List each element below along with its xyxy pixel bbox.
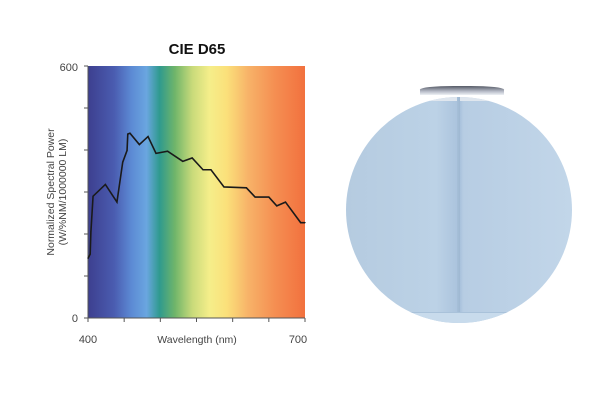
spd-point xyxy=(87,257,89,259)
spd-point xyxy=(89,253,91,255)
chart-title: CIE D65 xyxy=(169,41,226,58)
spd-point xyxy=(122,161,124,163)
spd-point xyxy=(116,201,118,203)
y-axis-label-units: (W/%NM/1000000 LM) xyxy=(57,139,69,246)
room-wall-corner xyxy=(457,97,460,323)
spd-point xyxy=(90,231,92,233)
spd-point xyxy=(276,205,278,207)
spd-point xyxy=(182,160,184,162)
spd-point xyxy=(104,183,106,186)
spd-point xyxy=(202,169,204,171)
y-tick-label-0: 0 xyxy=(72,313,78,325)
x-tick-label-700: 700 xyxy=(289,334,307,346)
spd-point xyxy=(155,152,157,154)
spd-point xyxy=(304,222,306,224)
spd-point xyxy=(92,195,94,197)
x-tick-label-400: 400 xyxy=(79,334,97,346)
spd-point xyxy=(223,186,225,188)
spd-point xyxy=(126,149,128,152)
ceiling-light-fixture xyxy=(420,86,504,95)
spd-point xyxy=(166,150,169,152)
spd-point xyxy=(268,196,270,198)
spd-point xyxy=(138,143,140,146)
spd-point xyxy=(245,187,248,189)
y-axis-label: Normalized Spectral Power xyxy=(45,128,57,256)
spd-point xyxy=(127,133,129,135)
spd-point xyxy=(284,201,287,203)
spd-point xyxy=(210,169,212,171)
spd-point xyxy=(300,222,302,224)
spectrum-background xyxy=(88,66,305,318)
room-corner-photo xyxy=(346,97,572,323)
spd-series-line xyxy=(87,132,305,259)
spd-chart: CIE D65 600 0 400 700 Wavelength (nm) No… xyxy=(45,41,307,346)
room-floor xyxy=(346,312,572,323)
spd-point xyxy=(129,132,131,134)
y-tick-label-600: 600 xyxy=(60,62,78,74)
spd-point xyxy=(147,135,149,138)
spd-point xyxy=(254,196,256,198)
spd-point xyxy=(191,157,193,159)
x-axis-label: Wavelength (nm) xyxy=(157,334,237,346)
